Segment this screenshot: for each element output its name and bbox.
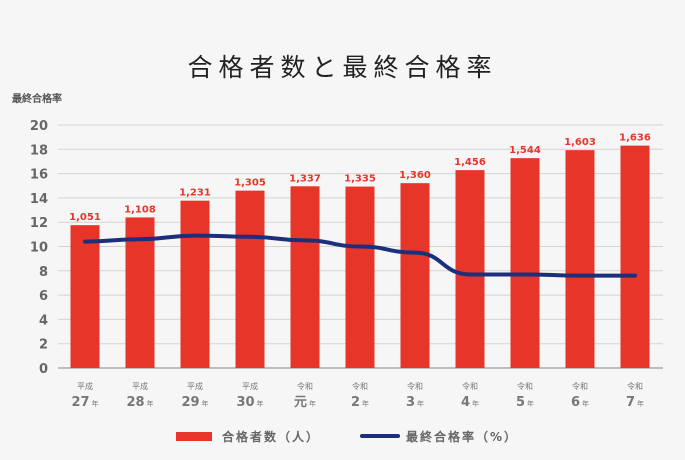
y-tick-label: 18 <box>30 143 48 158</box>
x-tick-era: 令和 <box>572 381 588 391</box>
x-tick-era: 令和 <box>462 381 478 391</box>
bar-data-label: 1,360 <box>399 170 431 181</box>
y-tick-label: 0 <box>39 362 48 377</box>
bar <box>180 200 210 368</box>
bar <box>400 183 430 368</box>
x-tick-year: 27 年 <box>71 395 98 410</box>
bar <box>455 170 485 368</box>
bar <box>345 186 375 368</box>
x-tick-era: 平成 <box>132 381 148 391</box>
x-tick-era: 令和 <box>407 381 423 391</box>
bar-data-label: 1,544 <box>509 145 541 156</box>
y-tick-label: 8 <box>39 265 48 280</box>
bar-data-label: 1,335 <box>344 174 376 185</box>
chart-title: 合格者数と最終合格率 <box>187 53 498 82</box>
x-tick-year: 元年 <box>294 395 316 410</box>
bar <box>235 190 265 368</box>
x-tick-year: 30 年 <box>236 395 263 410</box>
x-tick-year: 29 年 <box>181 395 208 410</box>
y-tick-label: 16 <box>30 168 48 183</box>
bar-data-label: 1,337 <box>289 173 321 184</box>
y-tick-label: 14 <box>30 192 48 207</box>
x-tick-year: 28 年 <box>126 395 153 410</box>
bar-data-label: 1,231 <box>179 188 211 199</box>
bar <box>565 150 595 368</box>
y-tick-label: 12 <box>30 216 48 231</box>
x-tick-era: 令和 <box>517 381 533 391</box>
bar <box>510 158 540 368</box>
bar <box>70 225 100 368</box>
bar <box>620 145 650 368</box>
legend-bar-swatch <box>176 432 212 441</box>
x-tick-era: 平成 <box>242 381 258 391</box>
x-tick-era: 令和 <box>627 381 643 391</box>
y-tick-label: 10 <box>30 241 48 256</box>
legend-line-label: 最終合格率（%） <box>406 429 518 444</box>
rate-line <box>83 233 637 278</box>
y-tick-label: 6 <box>39 289 48 304</box>
x-tick-era: 令和 <box>352 381 368 391</box>
y-tick-label: 2 <box>39 338 48 353</box>
bar-data-label: 1,456 <box>454 157 486 168</box>
x-tick-era: 平成 <box>77 381 93 391</box>
bar-data-label: 1,603 <box>564 137 596 148</box>
y-tick-label: 20 <box>30 119 48 134</box>
y-tick-label: 4 <box>39 313 48 328</box>
bar <box>290 186 320 368</box>
bar-data-label: 1,051 <box>69 212 101 223</box>
x-tick-era: 平成 <box>187 381 203 391</box>
bar-data-label: 1,305 <box>234 178 266 189</box>
bar <box>125 217 155 368</box>
legend-bar-label: 合格者数（人） <box>222 429 320 444</box>
y-axis-label: 最終合格率 <box>12 92 62 105</box>
bar-data-label: 1,636 <box>619 133 651 144</box>
x-tick-era: 令和 <box>297 381 313 391</box>
bar-data-label: 1,108 <box>124 204 156 215</box>
